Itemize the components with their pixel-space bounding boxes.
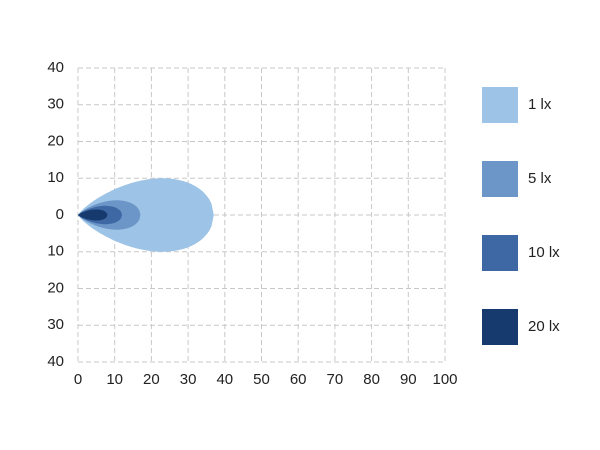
y-tick-label: 30 xyxy=(47,96,64,113)
x-tick-label: 60 xyxy=(290,371,307,388)
legend-swatch xyxy=(482,87,518,123)
x-tick-label: 40 xyxy=(216,371,233,388)
legend-swatch xyxy=(482,309,518,345)
y-tick-label: 0 xyxy=(56,206,64,223)
y-tick-label: 10 xyxy=(47,243,64,260)
x-tick-label: 0 xyxy=(74,371,82,388)
x-tick-label: 100 xyxy=(432,371,457,388)
y-tick-label: 10 xyxy=(47,169,64,186)
legend-label: 5 lx xyxy=(528,170,552,187)
x-tick-label: 30 xyxy=(180,371,197,388)
x-tick-label: 70 xyxy=(327,371,344,388)
legend-swatch xyxy=(482,235,518,271)
isolux-zone xyxy=(78,209,108,221)
legend-swatch xyxy=(482,161,518,197)
x-tick-label: 20 xyxy=(143,371,160,388)
y-tick-label: 20 xyxy=(47,279,64,296)
x-tick-label: 10 xyxy=(106,371,123,388)
isolux-zone xyxy=(78,178,214,252)
x-tick-label: 50 xyxy=(253,371,270,388)
x-tick-label: 90 xyxy=(400,371,417,388)
y-tick-label: 40 xyxy=(47,59,64,76)
y-tick-label: 20 xyxy=(47,132,64,149)
x-tick-label: 80 xyxy=(363,371,380,388)
y-tick-label: 40 xyxy=(47,353,64,370)
legend-label: 1 lx xyxy=(528,96,552,113)
legend-label: 20 lx xyxy=(528,318,560,335)
legend-label: 10 lx xyxy=(528,244,560,261)
y-tick-label: 30 xyxy=(47,316,64,333)
